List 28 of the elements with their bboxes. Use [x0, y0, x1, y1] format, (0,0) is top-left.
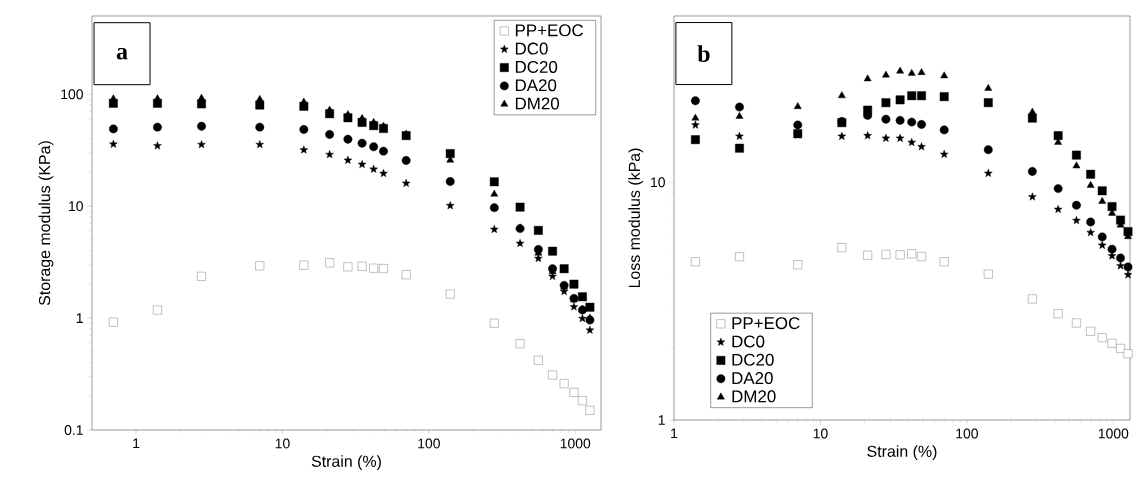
legend-label: DC20 — [732, 353, 774, 366]
legend-label: DA20 — [732, 372, 773, 385]
legend-label: DC20 — [515, 60, 558, 73]
x-axis-title: Strain (%) — [311, 455, 381, 471]
x-tick-label: 1 — [133, 438, 140, 449]
legend-label: DM20 — [515, 97, 560, 110]
annotation: a — [116, 47, 128, 60]
x-tick-label: 1 — [671, 428, 678, 439]
x-tick-label: 100 — [418, 438, 440, 449]
annotation: b — [697, 45, 710, 62]
x-axis-title: Strain (%) — [867, 445, 937, 461]
y-tick-label: 0.1 — [64, 425, 83, 435]
legend-label: DC0 — [515, 42, 548, 55]
y-tick-label: 10 — [69, 201, 83, 212]
legend-label: PP+EOC — [732, 317, 800, 330]
y-tick-label: 100 — [61, 89, 83, 100]
y-axis-title: Loss modulus (kPa) — [628, 148, 644, 288]
legend-label: DA20 — [515, 79, 557, 92]
y-tick-label: 1 — [76, 313, 83, 323]
x-tick-label: 10 — [275, 438, 290, 449]
legend-label: DC0 — [732, 335, 765, 348]
x-tick-label: 10 — [813, 428, 828, 439]
x-tick-label: 1000 — [560, 438, 591, 449]
legend-label: PP+EOC — [515, 24, 584, 37]
x-tick-label: 1000 — [1098, 428, 1129, 439]
x-tick-label: 100 — [956, 428, 978, 439]
y-axis-title: Storage modulus (KPa) — [38, 141, 54, 306]
legend-label: DM20 — [732, 390, 776, 403]
